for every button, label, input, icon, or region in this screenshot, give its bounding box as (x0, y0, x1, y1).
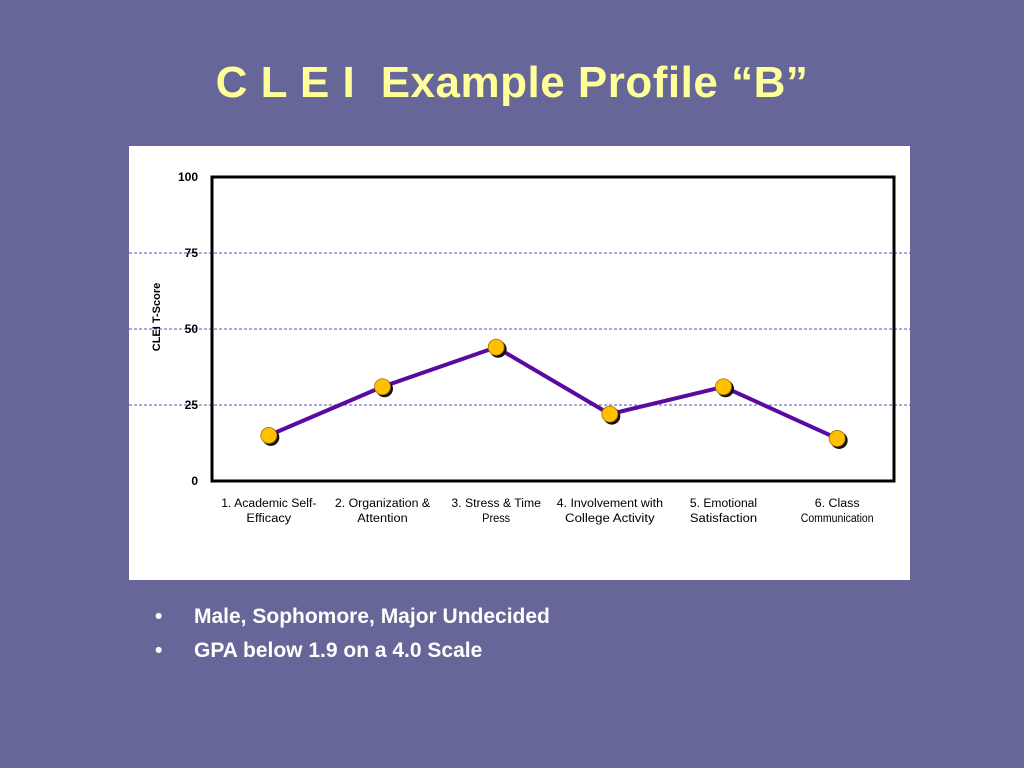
y-tick-label: 25 (185, 398, 199, 412)
x-tick-label: Attention (357, 513, 407, 525)
series-line (268, 345, 838, 441)
x-tick-label: Communication (801, 513, 874, 525)
x-tick-label: Efficacy (246, 513, 291, 525)
x-tick-label: 5. Emotional (690, 498, 757, 510)
x-tick-label: Satisfaction (690, 513, 757, 525)
data-point (601, 405, 619, 423)
data-point (828, 430, 846, 447)
x-tick-label: College Activity (565, 513, 655, 525)
bullet-symbol: • (155, 639, 163, 662)
y-tick-label: 75 (185, 246, 199, 260)
y-tick-label: 0 (191, 474, 198, 488)
x-tick-label: 1. Academic Self- (221, 498, 316, 510)
data-point (374, 378, 391, 396)
bullet-symbol: • (155, 605, 163, 628)
x-tick-label: 2. Organization & (335, 498, 431, 510)
y-axis-label: CLEI T-Score (151, 283, 163, 351)
data-point (260, 426, 278, 444)
bullet-item: • GPA below 1.9 on a 4.0 Scale (155, 634, 550, 668)
y-tick-label: 100 (178, 170, 198, 184)
y-tick-label: 50 (185, 322, 199, 336)
data-point (487, 338, 505, 356)
bullet-list: • Male, Sophomore, Major Undecided • GPA… (155, 600, 550, 668)
x-tick-label: 4. Involvement with (557, 498, 663, 510)
x-tick-label: 6. Class (815, 498, 860, 510)
slide-title: C L E I Example Profile “B” (215, 58, 809, 107)
bullet-text: Male, Sophomore, Major Undecided (194, 605, 550, 628)
bullet-item: • Male, Sophomore, Major Undecided (155, 600, 550, 634)
x-tick-label: Press (482, 513, 510, 525)
line-chart: 0 25 50 75 100 CLEI T-Score 1. Academic Self- E… (129, 170, 910, 525)
chart-panel: 0 25 50 75 100 CLEI T-Score 1. Academic Self- E… (129, 146, 910, 580)
bullet-text: GPA below 1.9 on a 4.0 Scale (194, 639, 483, 662)
x-tick-label: 3. Stress & Time (451, 498, 541, 510)
plot-area-border (210, 175, 896, 483)
data-point (715, 378, 732, 396)
